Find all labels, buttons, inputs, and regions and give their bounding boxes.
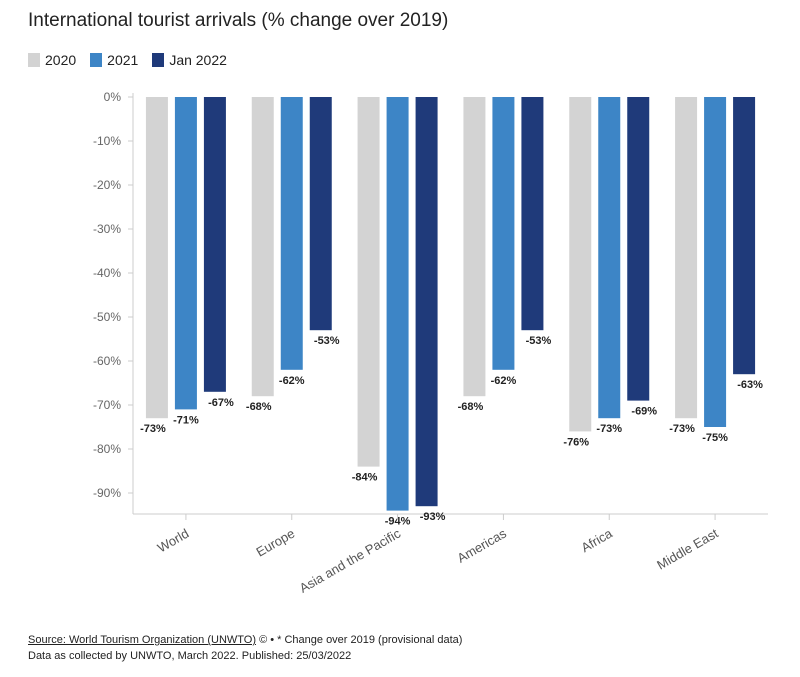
data-label: -62% — [491, 375, 517, 387]
bar — [463, 97, 486, 397]
legend-swatch-jan-2022 — [152, 53, 165, 67]
data-label: -76% — [563, 436, 589, 448]
y-tick-label: -70% — [93, 398, 121, 412]
data-label: -69% — [631, 406, 657, 418]
source-link[interactable]: Source: World Tourism Organization (UNWT… — [28, 634, 257, 646]
legend-swatch-2021 — [90, 53, 103, 67]
x-tick-label: Americas — [454, 525, 509, 565]
legend-label-2020: 2020 — [45, 52, 77, 68]
legend-item-jan-2022[interactable]: Jan 2022 — [152, 52, 227, 68]
x-tick-label: Asia and the Pacific — [297, 525, 404, 595]
data-label: -73% — [596, 423, 622, 435]
chart-footer: Source: World Tourism Organization (UNWT… — [28, 632, 462, 664]
y-tick-label: -50% — [93, 310, 121, 324]
bar — [733, 97, 756, 375]
x-tick-label: Middle East — [654, 525, 721, 572]
bar — [280, 97, 303, 370]
bar — [203, 97, 226, 392]
x-tick-label: Africa — [578, 525, 615, 555]
data-label: -93% — [420, 511, 446, 523]
legend-label-jan-2022: Jan 2022 — [169, 52, 227, 68]
data-label: -62% — [279, 375, 305, 387]
chart-title: International tourist arrivals (% change… — [28, 10, 449, 31]
data-label: -73% — [669, 423, 695, 435]
x-tick-label: World — [155, 526, 192, 556]
data-label: -73% — [140, 423, 166, 435]
data-label: -67% — [208, 397, 234, 409]
data-label: -71% — [173, 414, 199, 426]
data-label: -94% — [385, 516, 411, 528]
data-label: -68% — [458, 401, 484, 413]
bar — [174, 97, 197, 410]
source-note: © • * Change over 2019 (provisional data… — [256, 634, 463, 646]
bar — [415, 97, 438, 507]
legend-item-2020[interactable]: 2020 — [28, 52, 76, 68]
bar — [569, 97, 592, 432]
bar — [386, 97, 409, 511]
y-tick-label: -30% — [93, 222, 121, 236]
y-tick-label: -60% — [93, 354, 121, 368]
y-tick-label: -10% — [93, 134, 121, 148]
data-label: -63% — [737, 379, 763, 391]
legend-item-2021[interactable]: 2021 — [90, 52, 138, 68]
chart-legend: 2020 2021 Jan 2022 — [28, 52, 227, 68]
bar — [357, 97, 380, 467]
data-label: -53% — [314, 335, 340, 347]
legend-label-2021: 2021 — [107, 52, 139, 68]
y-tick-label: 0% — [104, 90, 122, 104]
bar — [627, 97, 650, 401]
bar — [309, 97, 332, 331]
legend-swatch-2020 — [28, 53, 40, 67]
bar — [521, 97, 544, 331]
data-label: -84% — [352, 472, 378, 484]
y-tick-label: -80% — [93, 442, 121, 456]
data-label: -68% — [246, 401, 272, 413]
bar — [675, 97, 698, 419]
bar — [145, 97, 168, 419]
y-tick-label: -40% — [93, 266, 121, 280]
bar — [492, 97, 515, 370]
x-tick-label: Europe — [253, 526, 297, 560]
publication-note: Data as collected by UNWTO, March 2022. … — [28, 650, 352, 662]
data-label: -53% — [526, 335, 552, 347]
y-tick-label: -20% — [93, 178, 121, 192]
data-label: -75% — [702, 432, 728, 444]
bar — [251, 97, 274, 397]
bar — [598, 97, 621, 419]
y-tick-label: -90% — [93, 486, 121, 500]
bar — [704, 97, 727, 427]
